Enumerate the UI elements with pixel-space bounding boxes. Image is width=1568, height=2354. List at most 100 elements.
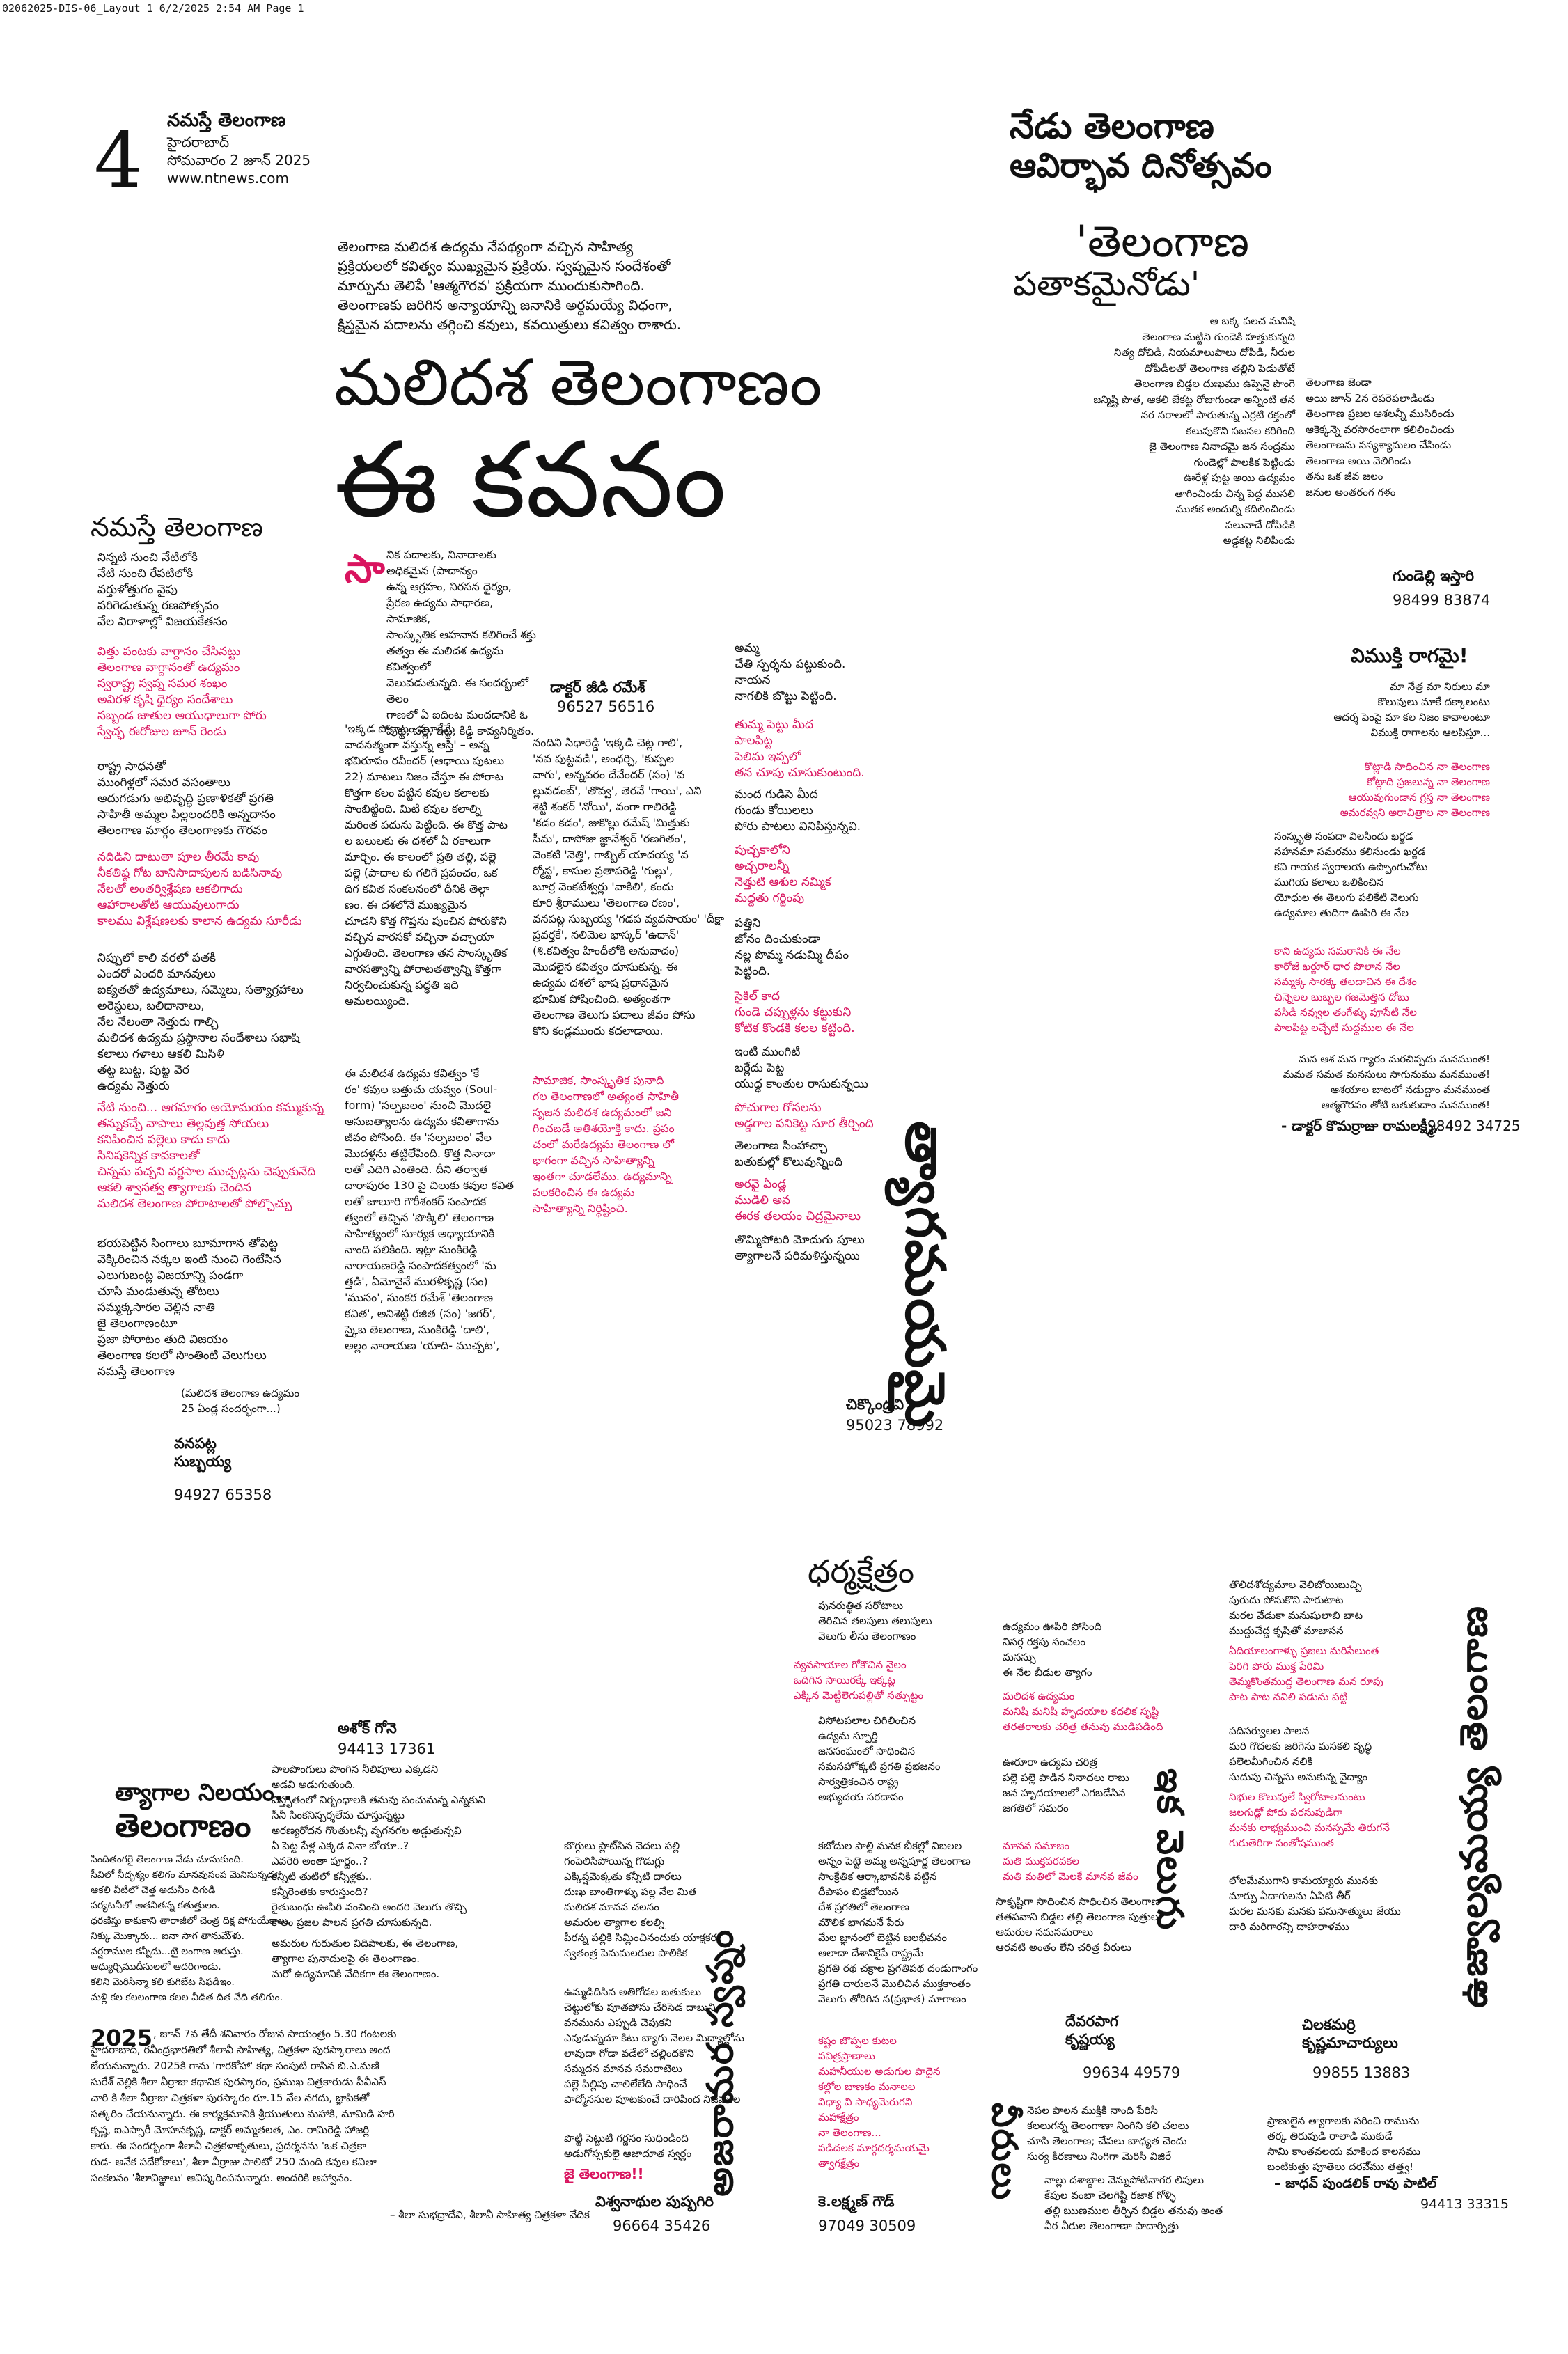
- vimukthi-red2: కాని ఉద్యమ సమరానికి ఈ నేల కారోజీ ఖర్జూర్…: [1274, 945, 1417, 1034]
- review-year: 2025: [91, 2025, 153, 2051]
- thyaga-red5: అరవై ఏండ్ల ముడిలి అవ ఈరక తలయం చిద్రమైనాల…: [735, 1177, 861, 1223]
- essay-dropcap: సా: [345, 547, 385, 592]
- ashok-author: అశోక్ గోనె: [338, 1720, 397, 1736]
- ashok-body3: బొగ్గులు ప్లాట్‌సిన వెదలు పల్లి గంపెలిసి…: [564, 1839, 717, 1959]
- thyaga-mid1: మంద గుడిసె మీద గుండు కోయిలలు పోరు పాటలు …: [735, 787, 861, 833]
- dharma-mid2: కబోదుల పాల్టి మనక బీకల్లో విబలల అన్నం పె…: [818, 1839, 978, 2005]
- city: హైదరాబాద్: [167, 134, 230, 150]
- dharma-author: కె.లక్ష్మణ్ గౌడ్: [818, 2193, 895, 2210]
- ashok-phone2: 96664 35426: [613, 2218, 711, 2234]
- print-header: 02062025-DIS-06_Layout 1 6/2/2025 2:54 A…: [2, 2, 304, 15]
- review-sign: – శీలా సుభద్రాదేవి, శీలావీ సాహిత్య చిత్ర…: [390, 2208, 590, 2221]
- ashok-red-end: జై తెలంగాణ!!: [564, 2165, 644, 2182]
- essay-phone: 96527 56516: [557, 698, 655, 715]
- ashok-body4: ఉమ్మడిదిసిన అతిగోడల బతుకులు చెట్టులోకు ప…: [564, 1986, 744, 2105]
- poem-namaste-note: (మలిదశ తెలంగాణ ఉద్యమం 25 ఏండ్ల సందర్భంగా…: [181, 1387, 300, 1415]
- thyaga-red3: సైకిల్ కాద గుండె చప్పుళ్లను కట్టుకుని కో…: [735, 989, 855, 1035]
- ujjwala-vertical-title: ఉజ్వాల్యమయ్య తెలంగాణ: [1452, 1605, 1496, 2008]
- pathaka-col2: తెలంగాణ జెండా అయి జూన్ 2న రెపరెపలాడిండు …: [1306, 376, 1455, 499]
- paper-name: నమస్తే తెలంగాణ: [167, 110, 286, 131]
- pathaka-author: గుండెల్లి ఇస్తారి: [1393, 567, 1474, 584]
- thyaga-author: చిక్కొండ్రవి: [846, 1396, 904, 1413]
- thyaga-red4: పోచుగాల గోసలను అడ్డగాల పనికెట్ట సూర తీర్…: [735, 1101, 874, 1131]
- ashok-body5: పొట్టి సెట్టుటి గర్జనం సుధిండింది అడుగోస…: [564, 2132, 692, 2160]
- ujjwala-bottom: లోలమేముగాని కామయ్యారు మునకు మార్పు ఏదాగు…: [1229, 1874, 1401, 1933]
- essay-p4: నందిని సిధారెడ్డి 'ఇక్కడి చెట్ల గాలి', '…: [533, 736, 725, 1037]
- thyaga-red2: పుచ్చకాలోని అచ్చరాలన్నీ నెత్తుటి ఆశుల నమ…: [735, 843, 831, 905]
- ujjwala-author: చిలకమర్రి కృష్ణమాచార్యులు: [1302, 2016, 1398, 2051]
- thyagala-title2: తెలంగాణం: [115, 1807, 251, 1844]
- udyamam-foot2: నాల్లు దశాబ్ధాల వెన్నుపోటినాగర లిపులు కే…: [1044, 2174, 1223, 2232]
- udyamam-top: ఉద్యమం ఊపిరి పోసింది నిసర్గ రక్తపు సంచలం…: [1003, 1620, 1102, 1679]
- vimukthi-bottom: మన ఆశ మన గ్యారం మరచిప్పదు మనముంత! మమత సమ…: [1283, 1053, 1490, 1111]
- ujjwala-phone: 99855 13883: [1312, 2064, 1411, 2081]
- thyaga-mid2: పత్తిని జోనం దించుకుండా నల్ల పొమ్మ నడుమ్…: [735, 916, 849, 978]
- essay-p3: ఈ మలిదశ ఉద్యమ కవిత్వం 'కే రం' కవుల బత్తు…: [345, 1067, 514, 1352]
- ujjwala-foot-author: – జాధవ్ పుండలిక్ రావు పాటిల్: [1274, 2176, 1437, 2191]
- poem-namaste-stanza3: నిప్పులో కాలి వరలో పతకి ఎందరో ఎందరి మానవ…: [97, 951, 304, 1093]
- dharma-red2: కష్టం జొప్పల కుటల పవిత్రప్రాణాలు మహనీయుల…: [818, 2034, 941, 2169]
- pathaka-title2: పతాకమైనోడు': [1013, 265, 1200, 304]
- vimukthi-author: - డాక్టర్ కొమర్రాజు రామలక్ష్మీ,: [1281, 1117, 1439, 1134]
- poem-namaste-title: నమస్తే తెలంగాణ: [91, 512, 263, 542]
- poem-namaste-stanza1: నిన్నటి నుంచి నేటిలోకి నేటి నుంచి రేపటిల…: [97, 551, 228, 629]
- thyaga-mid3: ఇంటి ముంగిటి బర్లేదు పెట్ట యుద్ధ కాంతుల …: [735, 1045, 868, 1091]
- udyamam-mid: ఊరూరా ఉద్యమ చరిత్ర పల్లె పల్లె పాడిన నిన…: [1003, 1756, 1129, 1814]
- udyamam-author: దేవరపాగ కృష్ణయ్య: [1065, 2013, 1119, 2048]
- vimukthi-top: మా నేత్ర మా నిరులు మా కొలువులు మాకే దక్క…: [1333, 680, 1490, 739]
- pathaka-title1: 'తెలంగాణ: [1076, 216, 1249, 267]
- pathaka-col1: ఆ బక్క పలచ మనిషి తెలంగాణ మట్టిని గుండెకి…: [1093, 315, 1295, 547]
- poem-namaste-author: వనపట్ల సుబ్బయ్య: [174, 1435, 231, 1470]
- vimukthi-title: విముక్తి రాగమై!: [1351, 644, 1468, 667]
- ashok-phone: 94413 17361: [338, 1741, 436, 1757]
- thyaga-vertical-title: త్యాగమయమై: [893, 1121, 956, 1429]
- website: www.ntnews.com: [167, 170, 289, 187]
- udyamam-red1: మలిదశ ఉద్యమం మనిషి మనిషి హృదయాల కదలిక సృ…: [1003, 1690, 1163, 1733]
- page-number: 4: [94, 116, 143, 205]
- ujjwala-foot-phone: 94413 33315: [1420, 2197, 1509, 2212]
- ujjwala-mid: పదిసర్వులల పాలన మరి గొదలకు జరిగెను మసకలి…: [1229, 1725, 1372, 1783]
- main-title-line2: ఈ కవనం: [334, 420, 727, 541]
- thyaga-phone: 95023 78992: [846, 1417, 944, 1434]
- udyamam-vertical-title: ఇక వెలుగు: [1149, 1768, 1191, 1931]
- dharma-phone: 97049 30509: [818, 2218, 916, 2234]
- dharma-top: పునరుత్థిత సరోటాలు తెరిచిన తలపులు తలుపుల…: [818, 1599, 932, 1642]
- udyamam-red2: మానవ సమాజం మతి ముక్తవరవకల మతి మతిలో మెలక…: [1003, 1839, 1138, 1883]
- poem-namaste-stanza4: భయపెట్టిన సింగాలు బూమాగాన తోపెట్ట వెక్కి…: [97, 1237, 281, 1379]
- dharma-title: ధర్మక్షేత్రం: [808, 1553, 915, 1590]
- thyaga-top: అమ్మ చేతి స్పర్శను పట్టుకుంది. నాయన నాగల…: [735, 641, 846, 703]
- ashok-body: పాలపొంగులు పొంగిన నీలిపూలు ఎక్కడని అడవి …: [272, 1763, 485, 1929]
- essay-p1: నిక పదాలకు, నినాదాలకు అధికమైన (పాదాన్యం …: [386, 548, 536, 737]
- vimukthi-red1: కొట్లాడి సాధించిన నా తెలంగాణ కోట్లాది ప్…: [1340, 760, 1490, 819]
- ashok-author2: విశ్వనాథుల పుష్పగిరి: [595, 2193, 714, 2210]
- udyamam-foot: నెపల పాలన ముక్తికి నాంది పేరిసి కలలుగన్న…: [1027, 2104, 1189, 2163]
- event-title-line1: నేడు తెలంగాణ: [1010, 106, 1214, 146]
- ashok-body2: అమరుల గురుతుల విదిపాలకు, ఈ తెలంగాణ, త్యా…: [272, 1937, 459, 1980]
- ujjwala-red2: నిభుల కొలువులే స్విరోటాలనుంటు జలగుడ్లో ప…: [1229, 1791, 1390, 1849]
- date: సోమవారం 2 జూన్ 2025: [167, 152, 311, 168]
- main-title-line1: మలిదశ తెలంగాణం: [334, 345, 822, 420]
- poem-namaste-phone: 94927 65358: [174, 1486, 272, 1503]
- thyaga-mid4: తెలంగాణ సింహాచ్చా బతుకుల్లో కొలువున్నింద…: [735, 1139, 843, 1169]
- thyagala-title1: త్యాగాల నిలయం..: [115, 1779, 292, 1807]
- intro-text: తెలంగాణ మలిదశ ఉద్యమ నేపథ్యంగా వచ్చిన సాహ…: [338, 238, 682, 333]
- udyamam-phone: 99634 49579: [1083, 2064, 1181, 2081]
- ujjwala-foot: ప్రాణులైన త్యాగాలకు సరించి రామును తర్క త…: [1267, 2114, 1420, 2173]
- udyamam-bottom: సాకృష్టిగా సాధించిన సాధించిన తెలంగాణ తతప…: [996, 1895, 1162, 1954]
- thyaga-red1: తుమ్మ పెట్టు మీద పాలపిట్ట పెలిమ ఇప్పలో త…: [735, 718, 865, 780]
- vimukthi-mid: సంస్కృతి సంపదా విలసిందు ఖర్జడ సహనమా సమరమ…: [1274, 830, 1428, 919]
- ajaramara-vertical-title: అజరామర స్వప్నం: [700, 1929, 742, 2197]
- ujjwala-red1: ఏదియాలంగాళ్ళు ప్రజలు మరిసేలుంత పెరిగి పో…: [1229, 1645, 1383, 1703]
- dharma-red1: వ్యవసాయాల గోకొచిన నైలం ఒదిగిన సాయిరక్కే …: [794, 1658, 924, 1702]
- thyagala-body: సిందితంగరై తెలంగాణ నేడు చూసుకుంది. సీవిల…: [91, 1854, 292, 2003]
- poem-namaste-red2: నదిడిని దాటుతా పూల తీరమే కావు నీకతిష్ఠ గ…: [97, 850, 302, 928]
- thyaga-bottom: తొమ్మిపోటరి మోదుగు పూలు త్యాగాలనే పరిమళి…: [735, 1233, 865, 1263]
- essay-p2: 'ఇక్కడ పోరాటం మూకేమే వాదనత్మంగా వస్తున్న…: [345, 722, 508, 1007]
- dharma-mid: విసోటపలాల చిగిలించిన ఉద్యమ స్ఫూర్తి జనసం…: [818, 1714, 941, 1803]
- vimukthi-phone: 98492 34725: [1427, 1117, 1521, 1134]
- poem-namaste-red1: విత్తు పంటకు వాగ్దానం చేసినట్టు తెలంగాణ …: [97, 645, 267, 739]
- veerulu-vertical-title: వీరులు: [985, 2103, 1025, 2202]
- essay-author: డాక్టర్ జీడి రమేశ్: [550, 679, 645, 696]
- poem-namaste-red3: నేటి నుంచి... ఆగమాగం అయోమయం కమ్ముకున్న త…: [97, 1101, 324, 1211]
- event-title-line2: ఆవిర్భావ దినోత్సవం: [1010, 146, 1272, 185]
